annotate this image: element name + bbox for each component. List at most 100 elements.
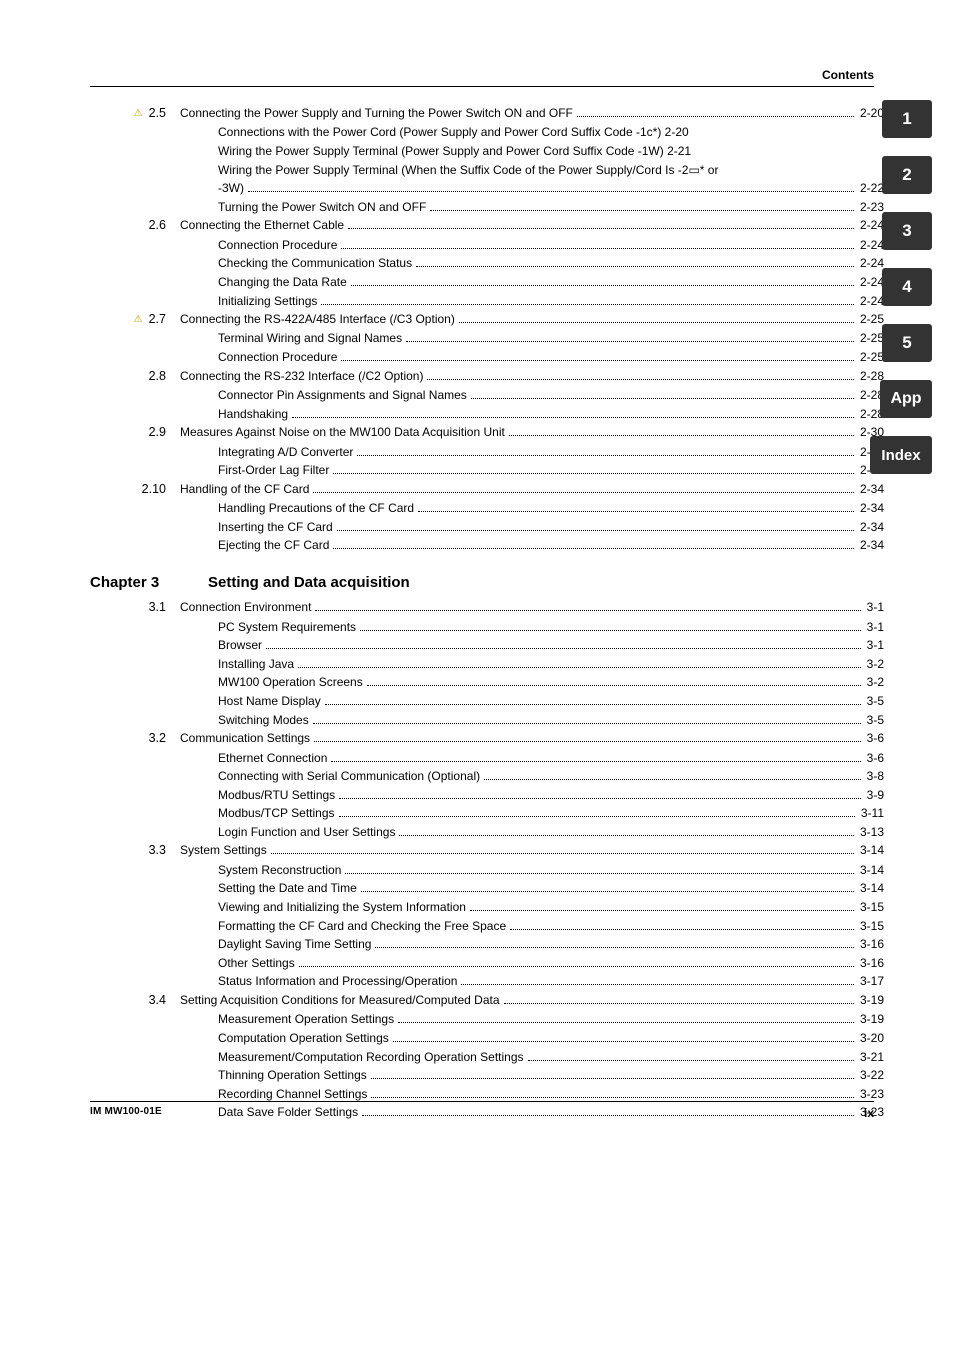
toc-row: 2.6Connecting the Ethernet Cable2-24 (90, 216, 884, 235)
toc-entry: Connecting the RS-232 Interface (/C2 Opt… (180, 367, 884, 386)
toc-sub-page: 3-2 (865, 673, 884, 692)
toc-leader-dots (528, 1060, 854, 1061)
toc-leader-dots (348, 228, 854, 229)
chapter-label: Chapter 3 (90, 571, 208, 594)
toc-sub-title: Connection Procedure (218, 236, 337, 255)
toc-sub-row: Browser3-1 (90, 636, 884, 655)
side-tab-2[interactable]: 2 (882, 156, 932, 194)
toc-sub-page: 3-22 (858, 1066, 884, 1085)
side-tab-5[interactable]: 5 (882, 324, 932, 362)
toc-sub-page: 2-23 (858, 198, 884, 217)
toc-sub-title: Thinning Operation Settings (218, 1066, 367, 1085)
toc-sub-title: Integrating A/D Converter (218, 443, 353, 462)
toc-section-number: 3.3 (90, 841, 180, 860)
toc-entry-page: 2-20 (858, 104, 884, 123)
toc-sub-row: Installing Java3-2 (90, 655, 884, 674)
toc-sub-title: Handling Precautions of the CF Card (218, 499, 414, 518)
toc-sub-row: Formatting the CF Card and Checking the … (90, 917, 884, 936)
toc-leader-dots (371, 1078, 854, 1079)
toc-sub-title: Connector Pin Assignments and Signal Nam… (218, 386, 467, 405)
toc-sub-page: 2-25 (858, 329, 884, 348)
warning-icon: ⚠ (134, 315, 143, 325)
toc-sub-title: Connecting with Serial Communication (Op… (218, 767, 480, 786)
toc-leader-dots (406, 341, 854, 342)
toc-content: ⚠2.5Connecting the Power Supply and Turn… (90, 104, 884, 1122)
toc-sub-row: Connecting with Serial Communication (Op… (90, 767, 884, 786)
toc-entry-page: 3-6 (865, 729, 884, 748)
toc-leader-dots (339, 798, 860, 799)
toc-sub-page: 3-15 (858, 917, 884, 936)
toc-row: 3.1Connection Environment3-1 (90, 598, 884, 617)
toc-sub-page: 3-6 (865, 749, 884, 768)
toc-leader-dots (470, 910, 854, 911)
toc-section-number: ⚠2.7 (90, 310, 180, 329)
toc-sub-page: 3-1 (865, 618, 884, 637)
footer-page-number: ix (864, 1106, 874, 1120)
toc-entry-title: System Settings (180, 841, 267, 860)
toc-leader-dots (371, 1097, 854, 1098)
toc-sub-title: System Reconstruction (218, 861, 341, 880)
toc-sub-page: 3-15 (858, 898, 884, 917)
toc-leader-dots (333, 473, 854, 474)
toc-sub-title: Daylight Saving Time Setting (218, 935, 371, 954)
toc-row: 2.10Handling of the CF Card2-34 (90, 480, 884, 499)
toc-row: ⚠2.5Connecting the Power Supply and Turn… (90, 104, 884, 123)
toc-leader-dots (398, 1022, 854, 1023)
toc-sub-row: Initializing Settings2-24 (90, 292, 884, 311)
toc-sub-page: 2-24 (858, 273, 884, 292)
toc-section-number: 2.10 (90, 480, 180, 499)
toc-entry-page: 3-19 (858, 991, 884, 1010)
toc-leader-dots (510, 929, 854, 930)
footer: IM MW100-01E ix (90, 1101, 874, 1120)
toc-sub-page: 3-20 (858, 1029, 884, 1048)
toc-sub-page: 3-21 (858, 1048, 884, 1067)
toc-entry-page: 3-14 (858, 841, 884, 860)
toc-sub-row: -3W) 2-22 (90, 179, 884, 198)
toc-flow-line: Connections with the Power Cord (Power S… (90, 123, 884, 142)
side-tab-index[interactable]: Index (870, 436, 932, 474)
toc-sub-row: First-Order Lag Filter2-32 (90, 461, 884, 480)
toc-leader-dots (248, 191, 854, 192)
toc-sub-title: PC System Requirements (218, 618, 356, 637)
side-tab-app[interactable]: App (880, 380, 932, 418)
toc-entry: Setting Acquisition Conditions for Measu… (180, 991, 884, 1010)
toc-sub-page: 3-17 (858, 972, 884, 991)
toc-leader-dots (321, 304, 854, 305)
toc-entry-page: 2-25 (858, 310, 884, 329)
side-tab-1[interactable]: 1 (882, 100, 932, 138)
toc-sub-page: 2-34 (858, 518, 884, 537)
warning-icon: ⚠ (134, 109, 143, 119)
toc-leader-dots (461, 984, 854, 985)
toc-section-number: 3.4 (90, 991, 180, 1010)
toc-sub-row: Status Information and Processing/Operat… (90, 972, 884, 991)
toc-leader-dots (416, 266, 854, 267)
toc-sub-title: -3W) (218, 179, 244, 198)
toc-sub-page: 2-25 (858, 348, 884, 367)
toc-sub-row: Handling Precautions of the CF Card 2-34 (90, 499, 884, 518)
toc-sub-row: Connection Procedure2-24 (90, 236, 884, 255)
toc-sub-page: 3-14 (858, 861, 884, 880)
side-tab-4[interactable]: 4 (882, 268, 932, 306)
toc-row: 3.4Setting Acquisition Conditions for Me… (90, 991, 884, 1010)
toc-leader-dots (314, 741, 861, 742)
toc-sub-row: Measurement Operation Settings3-19 (90, 1010, 884, 1029)
toc-sub-title: First-Order Lag Filter (218, 461, 329, 480)
toc-sub-row: Checking the Communication Status2-24 (90, 254, 884, 273)
toc-sub-title: Browser (218, 636, 262, 655)
toc-sub-page: 2-22 (858, 179, 884, 198)
side-tab-3[interactable]: 3 (882, 212, 932, 250)
toc-leader-dots (266, 648, 861, 649)
toc-sub-title: Turning the Power Switch ON and OFF (218, 198, 426, 217)
toc-entry-title: Setting Acquisition Conditions for Measu… (180, 991, 500, 1010)
toc-sub-page: 2-34 (858, 499, 884, 518)
toc-sub-page: 3-19 (858, 1010, 884, 1029)
toc-leader-dots (375, 947, 854, 948)
toc-sub-row: Turning the Power Switch ON and OFF 2-23 (90, 198, 884, 217)
toc-sub-title: Login Function and User Settings (218, 823, 395, 842)
toc-entry: Communication Settings3-6 (180, 729, 884, 748)
toc-leader-dots (313, 723, 861, 724)
toc-sub-row: Terminal Wiring and Signal Names2-25 (90, 329, 884, 348)
toc-sub-title: Checking the Communication Status (218, 254, 412, 273)
toc-leader-dots (271, 853, 854, 854)
toc-entry: Connecting the Power Supply and Turning … (180, 104, 884, 123)
